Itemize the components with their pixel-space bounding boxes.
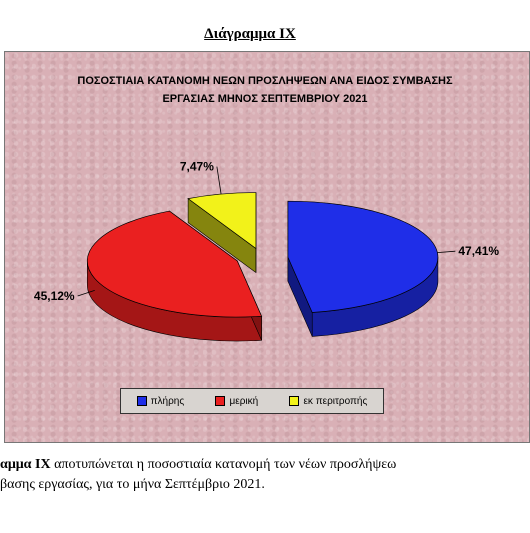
legend-swatch-rotating [289, 396, 300, 406]
chart-legend: πλήρης μερική εκ περιτροπής [120, 388, 384, 414]
caption-figure-ref: αμμα ΙΧ [0, 457, 51, 472]
leader-line-1 [77, 290, 95, 297]
legend-item-rotating: εκ περιτροπής [289, 396, 367, 407]
figure-caption: αμμα ΙΧ αποτυπώνεται η ποσοστιαία κατανο… [0, 455, 530, 495]
data-label-0: 47,41% [458, 244, 499, 258]
chart-title-line-2: ΕΡΓΑΣΙΑΣ ΜΗΝΟΣ ΣΕΠΤΕΜΒΡΙΟΥ 2021 [162, 93, 368, 105]
legend-item-full-time: πλήρης [136, 395, 185, 407]
caption-line-1-text: αποτυπώνεται η ποσοστιαία κατανομή των ν… [50, 457, 397, 472]
pie-slice-0 [287, 200, 439, 313]
pie-slice-1 [86, 210, 263, 318]
leader-line-0 [437, 250, 456, 254]
page-heading: Διάγραμμα ΙΧ [204, 26, 296, 42]
legend-label-rotating: εκ περιτροπής [303, 395, 368, 407]
legend-label-part-time: μερική [229, 395, 259, 407]
legend-swatch-full-time [136, 396, 147, 406]
legend-label-full-time: πλήρης [150, 395, 185, 407]
chart-title: ΠΟΣΟΣΤΙΑΙΑ ΚΑΤΑΝΟΜΗ ΝΕΩΝ ΠΡΟΣΛΗΨΕΩΝ ΑΝΑ … [0, 72, 530, 108]
legend-swatch-part-time [215, 396, 226, 406]
caption-line-2: βασης εργασίας, για το μήνα Σεπτέμβριο 2… [0, 477, 265, 492]
data-label-1: 45,12% [34, 289, 75, 303]
legend-item-part-time: μερική [215, 396, 258, 407]
leader-line-2 [216, 166, 222, 195]
caption-line-1: αμμα ΙΧ αποτυπώνεται η ποσοστιαία κατανο… [0, 455, 530, 475]
chart-title-line-1: ΠΟΣΟΣΤΙΑΙΑ ΚΑΤΑΝΟΜΗ ΝΕΩΝ ΠΡΟΣΛΗΨΕΩΝ ΑΝΑ … [77, 75, 453, 87]
pie-slice-2 [187, 192, 257, 250]
data-label-2: 7,47% [180, 160, 214, 174]
